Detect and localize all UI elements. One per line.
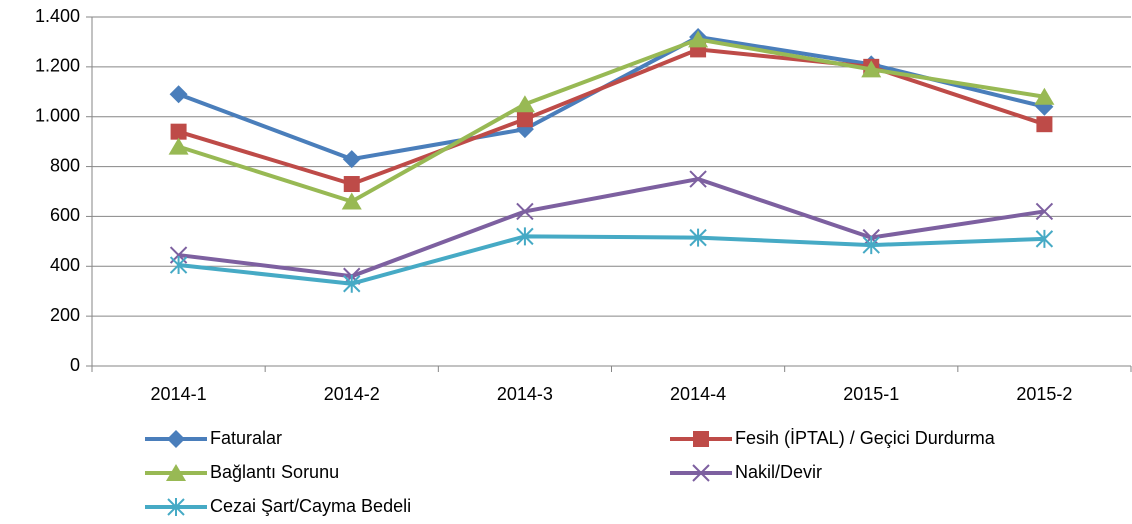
x-tick-label: 2015-1	[843, 384, 899, 404]
marker	[341, 192, 362, 210]
marker	[862, 236, 880, 255]
marker	[516, 202, 534, 221]
marker	[514, 95, 535, 113]
marker	[170, 123, 187, 140]
y-tick-label: 0	[70, 355, 80, 375]
series-line	[178, 47, 1046, 187]
marker	[166, 464, 186, 481]
marker	[861, 60, 882, 78]
marker	[169, 256, 188, 275]
x-tick-label: 2014-1	[151, 384, 207, 404]
x-tick-label: 2015-2	[1016, 384, 1072, 404]
legend-label: Bağlantı Sorunu	[210, 462, 339, 482]
marker	[167, 430, 185, 448]
marker	[167, 498, 185, 516]
x-tick-label: 2014-4	[670, 384, 726, 404]
y-tick-label: 200	[50, 305, 80, 325]
legend-label: Nakil/Devir	[735, 462, 822, 482]
legend-label: Faturalar	[210, 428, 282, 448]
marker	[1036, 116, 1053, 133]
marker	[516, 227, 534, 246]
marker	[1035, 202, 1054, 221]
series-line	[177, 34, 1045, 162]
y-tick-label: 1.000	[35, 105, 80, 125]
marker	[516, 111, 533, 128]
marker	[688, 30, 709, 48]
marker	[342, 150, 361, 169]
marker	[1034, 87, 1055, 105]
legend-label: Cezai Şart/Cayma Bedeli	[210, 496, 411, 516]
x-tick-label: 2014-3	[497, 384, 553, 404]
series-line	[178, 177, 1045, 279]
series-line	[178, 234, 1045, 286]
x-tick-label: 2014-2	[324, 384, 380, 404]
marker	[693, 431, 709, 447]
series-line	[177, 37, 1045, 204]
marker	[168, 137, 189, 155]
y-tick-label: 800	[50, 155, 80, 175]
y-tick-label: 400	[50, 255, 80, 275]
marker	[1035, 229, 1054, 248]
y-tick-label: 1.400	[35, 6, 80, 26]
marker	[169, 85, 188, 104]
y-tick-label: 600	[50, 205, 80, 225]
y-tick-label: 1.200	[35, 56, 80, 76]
marker	[689, 170, 707, 188]
legend-label: Fesih (İPTAL) / Geçici Durdurma	[735, 428, 996, 448]
marker	[689, 228, 707, 247]
marker	[692, 464, 710, 482]
marker	[343, 274, 361, 293]
marker	[343, 176, 360, 193]
